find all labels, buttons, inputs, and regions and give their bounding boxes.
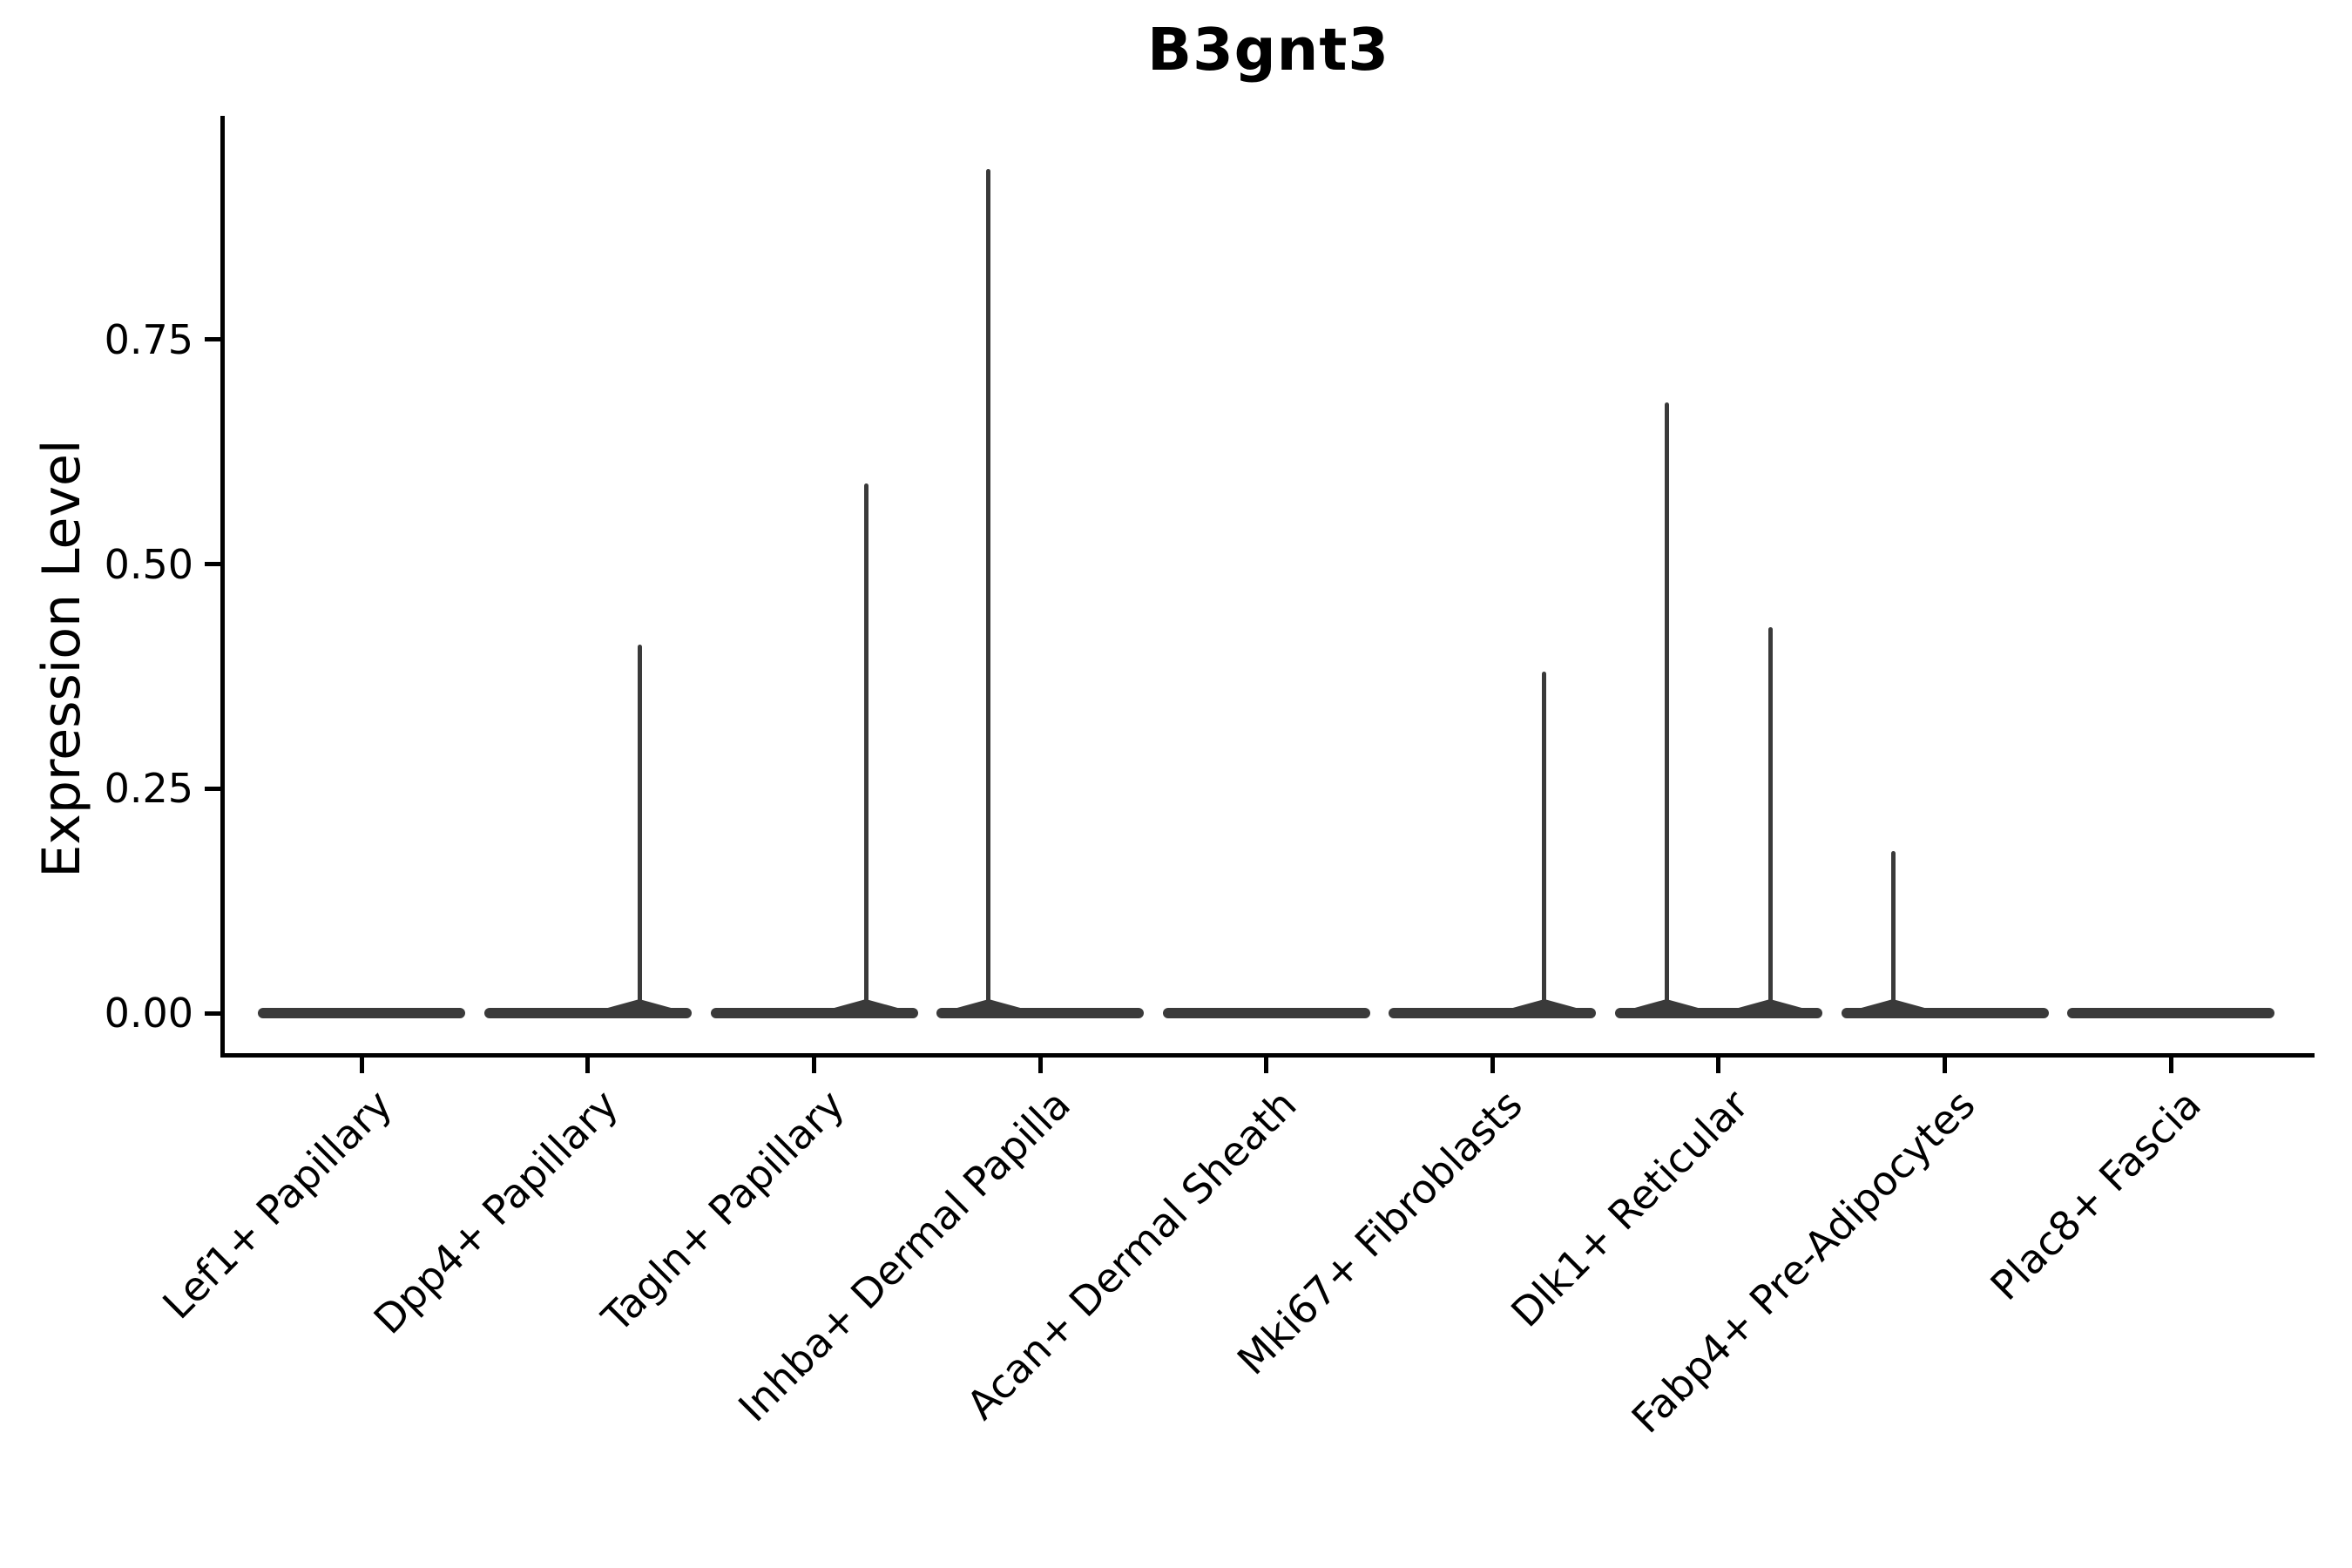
violin-spike (1542, 672, 1547, 1018)
y-tick-mark (205, 1010, 221, 1016)
violin-body (2067, 1008, 2275, 1018)
y-axis-label: Expression Level (31, 439, 92, 878)
violin-body (258, 1008, 466, 1018)
violin-spike (1890, 851, 1896, 1018)
x-tick-mark (1716, 1057, 1721, 1073)
x-tick-mark (1264, 1057, 1269, 1073)
violin-spike (637, 645, 642, 1018)
violin-body (1841, 1008, 2049, 1018)
y-tick-label: 0.00 (104, 990, 193, 1037)
x-tick-mark (1943, 1057, 1947, 1073)
x-tick-label: Dlk1+ Reticular (1502, 1080, 1758, 1336)
violin-body (1614, 1008, 1822, 1018)
violin-spike (863, 483, 868, 1018)
violin-body (936, 1008, 1145, 1018)
violin-spike (1664, 402, 1669, 1018)
x-axis-line (220, 1053, 2315, 1058)
x-tick-mark (2168, 1057, 2173, 1073)
x-tick-label: Plac8+ Fascia (1981, 1080, 2210, 1309)
x-tick-mark (585, 1057, 591, 1073)
y-tick-label: 0.25 (104, 765, 193, 813)
y-axis-line (220, 116, 225, 1058)
y-tick-label: 0.75 (104, 315, 193, 363)
violin-body (483, 1008, 692, 1018)
y-tick-mark (205, 786, 221, 791)
y-tick-label: 0.50 (104, 540, 193, 588)
violin-body (1389, 1008, 1597, 1018)
y-tick-mark (205, 337, 221, 342)
y-tick-mark (205, 562, 221, 566)
x-tick-label: Lef1+ Papillary (153, 1080, 402, 1328)
violin-spike (986, 168, 991, 1018)
violin-body (1162, 1008, 1370, 1018)
x-tick-label: Dpp4+ Papillary (364, 1080, 627, 1343)
x-tick-mark (1037, 1057, 1043, 1073)
x-tick-mark (359, 1057, 364, 1073)
chart-title: B3gnt3 (1147, 16, 1389, 84)
violin-body (710, 1008, 918, 1018)
violin-spike (1767, 626, 1773, 1018)
x-tick-label: Tagln+ Papillary (592, 1080, 854, 1342)
x-tick-mark (812, 1057, 816, 1073)
x-tick-mark (1490, 1057, 1495, 1073)
